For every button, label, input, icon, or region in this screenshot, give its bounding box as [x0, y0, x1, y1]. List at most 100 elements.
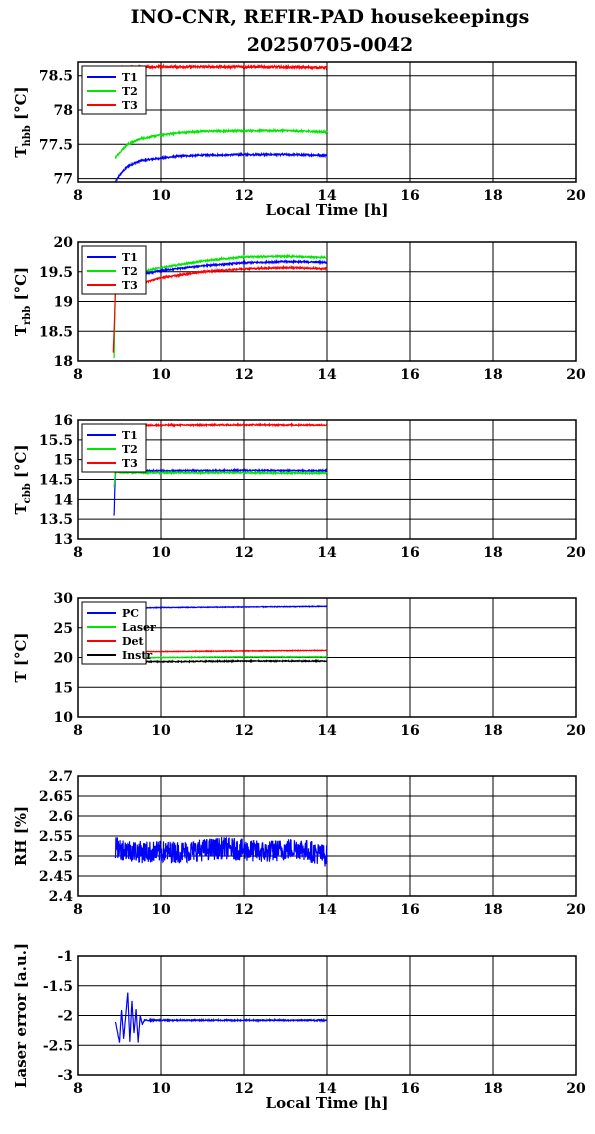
y-axis-label-main: T: [12, 146, 30, 158]
y-axis-label-unit: [°C]: [12, 267, 30, 306]
y-tick-label: 2.65: [39, 789, 73, 805]
series-line-t1: [113, 467, 328, 516]
y-tick-label: 78: [54, 103, 73, 119]
x-tick-label: 18: [483, 545, 502, 561]
y-tick-label: 20: [54, 651, 74, 667]
y-tick-label: 25: [54, 621, 73, 637]
x-tick-label: 16: [400, 367, 419, 383]
x-tick-label: 14: [317, 545, 337, 561]
x-tick-label: 8: [73, 188, 83, 204]
y-tick-label: 18: [54, 354, 73, 370]
y-tick-label: 77: [54, 172, 73, 188]
x-tick-label: 14: [317, 367, 337, 383]
figure-title: INO-CNR, REFIR-PAD housekeepings: [131, 6, 530, 28]
y-axis-label-unit: [°C]: [12, 86, 30, 125]
y-axis-label-main: T: [12, 671, 30, 683]
y-tick-label: 20: [54, 235, 74, 251]
x-tick-label: 16: [400, 1081, 419, 1097]
legend-label: Det: [122, 635, 145, 648]
y-tick-label: 2.7: [49, 769, 73, 785]
y-tick-label: 2.45: [39, 869, 73, 885]
x-tick-label: 18: [483, 188, 502, 204]
x-tick-label: 20: [566, 545, 586, 561]
legend-label: Instr: [122, 649, 152, 662]
x-tick-label: 8: [73, 723, 83, 739]
y-tick-label: 77.5: [39, 137, 73, 153]
x-tick-label: 10: [151, 723, 171, 739]
x-tick-label: 8: [73, 1081, 83, 1097]
legend-label: Laser: [122, 621, 156, 634]
y-axis-label-main: T: [12, 324, 30, 336]
plot-frame: [77, 597, 577, 718]
x-tick-label: 8: [73, 367, 83, 383]
series-line-pc: [114, 604, 327, 610]
y-axis-label: RH [%]: [12, 806, 30, 866]
y-tick-label: -2.5: [43, 1038, 73, 1054]
y-tick-label: 19: [54, 295, 73, 311]
x-tick-label: 10: [151, 367, 171, 383]
x-tick-label: 18: [483, 723, 502, 739]
legend-label: T3: [122, 99, 138, 112]
x-tick-label: 10: [151, 188, 171, 204]
y-axis-label: T [°C]: [12, 632, 30, 682]
x-tick-label: 14: [317, 188, 337, 204]
x-tick-label: 12: [234, 1081, 253, 1097]
y-tick-label: 15: [54, 453, 73, 469]
x-tick-label: 18: [483, 902, 502, 918]
x-tick-label: 20: [566, 723, 586, 739]
x-tick-label: 18: [483, 1081, 502, 1097]
panel-5: 8 10 12 14 16 18 20 2.4 2.45 2.5 2.55 2.6 2.65 2.7 RH …: [12, 769, 586, 918]
y-tick-label: 13.5: [39, 512, 73, 528]
series-line-t1: [115, 151, 328, 182]
y-tick-label: 30: [54, 591, 74, 607]
x-tick-label: 10: [151, 1081, 171, 1097]
x-tick-label: 14: [317, 723, 337, 739]
y-tick-label: 14.5: [39, 473, 73, 489]
y-axis-label-main: T: [12, 503, 30, 515]
y-tick-label: 2.6: [49, 809, 73, 825]
legend-label: T3: [122, 457, 138, 470]
series-line-t3: [112, 264, 328, 353]
x-tick-label: 8: [73, 545, 83, 561]
x-tick-label: 20: [566, 902, 586, 918]
y-tick-label: 14: [54, 492, 74, 508]
x-tick-label: 12: [234, 545, 253, 561]
series-line-1: [114, 992, 328, 1043]
x-tick-label: 12: [234, 188, 253, 204]
plot-frame: [77, 955, 577, 1076]
legend-label: T1: [122, 429, 138, 442]
figure-subtitle: 20250705-0042: [247, 34, 414, 56]
y-axis-label-main: RH [%]: [12, 806, 30, 866]
series-line-laser: [114, 655, 328, 660]
series-line-t3: [115, 422, 328, 429]
y-tick-label: 78.5: [39, 69, 73, 85]
x-tick-label: 14: [317, 1081, 337, 1097]
x-tick-label: 16: [400, 723, 419, 739]
legend-label: T2: [122, 443, 138, 456]
series-line-det: [115, 648, 328, 654]
x-tick-label: 16: [400, 188, 419, 204]
series-line-t1: [114, 258, 328, 285]
y-axis-label-sub: cbb: [22, 483, 33, 503]
legend-label: PC: [122, 607, 139, 620]
legend-label: T2: [122, 265, 138, 278]
legend-label: T1: [122, 71, 138, 84]
y-tick-label: 13: [54, 532, 73, 548]
x-tick-label: 12: [234, 902, 253, 918]
y-axis-label: Laser error [a.u.]: [12, 943, 30, 1088]
x-tick-label: 20: [566, 1081, 586, 1097]
y-axis-label: Tcbb [°C]: [12, 444, 33, 514]
legend-label: T3: [122, 279, 138, 292]
x-tick-label: 8: [73, 902, 83, 918]
x-tick-label: 16: [400, 545, 419, 561]
y-tick-label: 15: [54, 680, 73, 696]
series-line-instr: [115, 658, 328, 664]
y-tick-label: 19.5: [39, 265, 73, 281]
x-tick-label: 20: [566, 367, 586, 383]
legend-label: T2: [122, 85, 138, 98]
